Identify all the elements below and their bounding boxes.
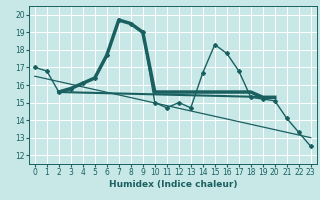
X-axis label: Humidex (Indice chaleur): Humidex (Indice chaleur) — [108, 180, 237, 189]
